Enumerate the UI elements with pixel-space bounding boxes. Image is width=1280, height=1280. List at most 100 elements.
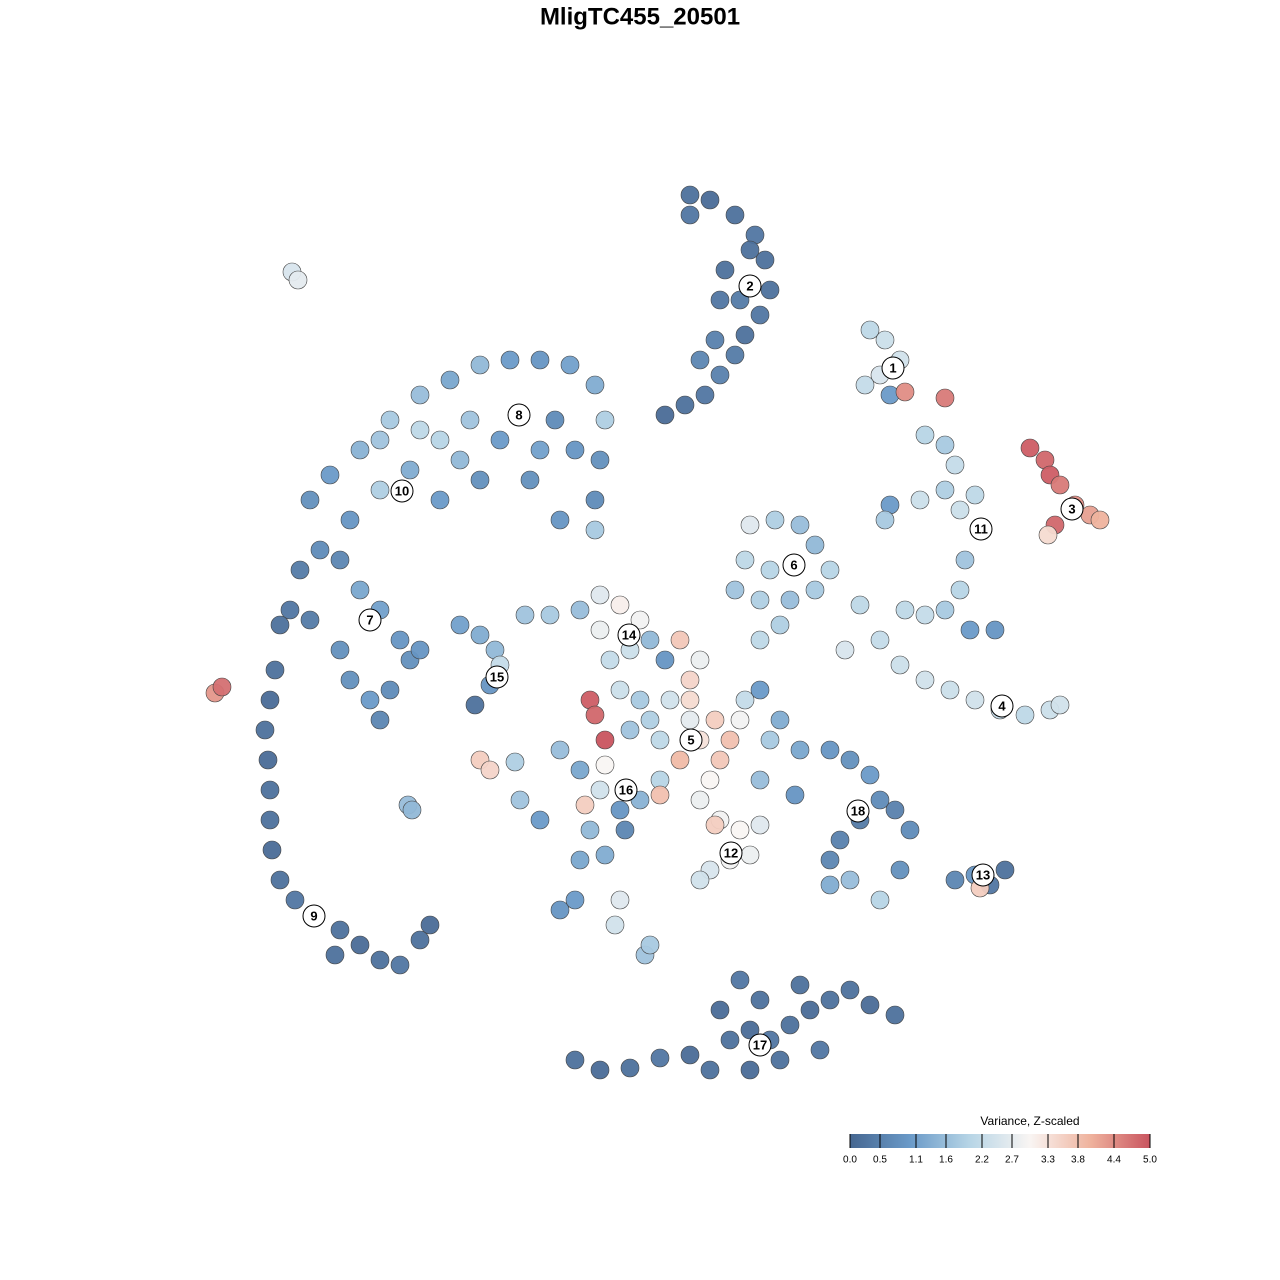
point [615, 820, 635, 840]
point [725, 345, 745, 365]
point [720, 730, 740, 750]
point [620, 720, 640, 740]
cluster-badge [990, 694, 1014, 718]
point [550, 900, 570, 920]
point [330, 640, 350, 660]
point [820, 740, 840, 760]
point [890, 860, 910, 880]
cluster-label: 5 [687, 732, 694, 747]
point [860, 995, 880, 1015]
point [915, 425, 935, 445]
point [870, 790, 890, 810]
point [590, 620, 610, 640]
point [725, 205, 745, 225]
point [730, 710, 750, 730]
point [890, 655, 910, 675]
point [515, 605, 535, 625]
point [550, 740, 570, 760]
colorbar-tick-label: 4.4 [1107, 1155, 1121, 1166]
point [730, 820, 750, 840]
cluster-label: 16 [619, 782, 633, 797]
point [480, 760, 500, 780]
point [270, 615, 290, 635]
point [280, 600, 300, 620]
cluster-label: 11 [974, 521, 988, 536]
point [735, 325, 755, 345]
colorbar-tick-label: 5.0 [1143, 1155, 1157, 1166]
point [340, 510, 360, 530]
point [700, 770, 720, 790]
colorbar-tick-label: 3.8 [1071, 1155, 1085, 1166]
point [850, 595, 870, 615]
point [810, 1040, 830, 1060]
cluster-badge [485, 665, 509, 689]
point [895, 600, 915, 620]
point [575, 795, 595, 815]
point [805, 580, 825, 600]
point [765, 510, 785, 530]
point [670, 630, 690, 650]
point [590, 450, 610, 470]
point [820, 875, 840, 895]
point [750, 680, 770, 700]
point [965, 485, 985, 505]
cluster-badge [614, 778, 638, 802]
point [705, 815, 725, 835]
point [780, 590, 800, 610]
point [470, 625, 490, 645]
point [530, 810, 550, 830]
point [785, 785, 805, 805]
point [760, 560, 780, 580]
point [760, 280, 780, 300]
point [420, 915, 440, 935]
point [995, 860, 1015, 880]
cluster-label: 10 [395, 483, 409, 498]
point [620, 1058, 640, 1078]
point [1020, 438, 1040, 458]
point [400, 460, 420, 480]
point [770, 710, 790, 730]
point [655, 650, 675, 670]
point [740, 845, 760, 865]
cluster-badge [738, 274, 762, 298]
point [680, 185, 700, 205]
point [410, 420, 430, 440]
point [390, 630, 410, 650]
point [580, 820, 600, 840]
point [655, 405, 675, 425]
point [640, 710, 660, 730]
point [725, 580, 745, 600]
point [530, 350, 550, 370]
point [1090, 510, 1110, 530]
point [450, 615, 470, 635]
point [910, 490, 930, 510]
point [690, 350, 710, 370]
point [750, 990, 770, 1010]
point [760, 730, 780, 750]
point [770, 615, 790, 635]
point [565, 1050, 585, 1070]
cluster-label: 4 [998, 698, 1006, 713]
colorbar: Variance, Z-scaled 0.0 0.5 1.1 1.6 2.2 2.7 3.3… [843, 1114, 1157, 1165]
point [610, 680, 630, 700]
point [965, 690, 985, 710]
point [750, 590, 770, 610]
point [605, 915, 625, 935]
point [595, 730, 615, 750]
point [945, 870, 965, 890]
point [410, 930, 430, 950]
point [705, 710, 725, 730]
cluster-badge [617, 623, 641, 647]
point [870, 630, 890, 650]
point [750, 770, 770, 790]
point [705, 330, 725, 350]
point [590, 585, 610, 605]
point [830, 830, 850, 850]
point [840, 870, 860, 890]
cluster-badge [679, 728, 703, 752]
point [630, 690, 650, 710]
point [540, 605, 560, 625]
point [590, 1060, 610, 1080]
point [430, 430, 450, 450]
